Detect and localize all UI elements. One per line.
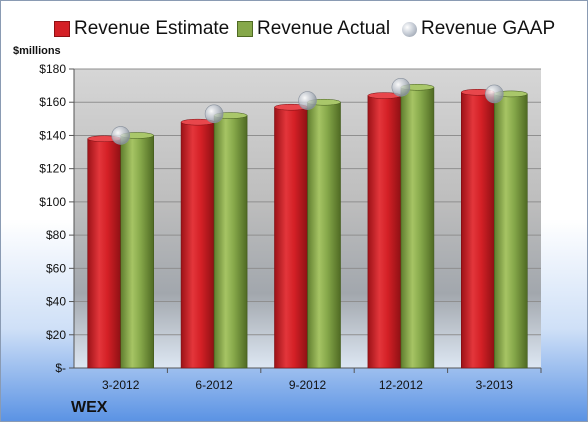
y-tick-label: $80	[46, 228, 66, 242]
bar-revenue-estimate	[367, 95, 402, 369]
x-tick-label: 3-2012	[102, 378, 140, 392]
x-tick-label: 12-2012	[379, 378, 423, 392]
x-tick-label: 9-2012	[289, 378, 327, 392]
y-unit-label: $millions	[13, 45, 61, 57]
y-tick-label: $40	[46, 295, 66, 309]
y-tick-label: $20	[46, 328, 66, 342]
legend-swatch-gaap	[402, 21, 417, 37]
marker-revenue-gaap	[204, 104, 224, 124]
marker-revenue-gaap	[391, 77, 411, 97]
legend-label-actual: Revenue Actual	[257, 18, 391, 39]
legend-item-estimate: Revenue Estimate	[54, 15, 229, 43]
y-axis-ticks: $- $20 $40 $60 $80 $100 $120 $140 $160 $180	[39, 62, 75, 375]
marker-revenue-gaap	[111, 126, 130, 145]
legend-item-gaap: Revenue GAAP	[402, 15, 555, 43]
bars	[87, 84, 528, 369]
legend-swatch-actual	[237, 21, 253, 37]
y-tick-label: $120	[39, 162, 66, 176]
y-tick-label: $180	[39, 62, 66, 76]
bar-revenue-estimate	[460, 91, 495, 369]
legend-item-actual: Revenue Actual	[237, 15, 390, 43]
legend-label-estimate: Revenue Estimate	[74, 18, 230, 39]
bar-revenue-actual	[400, 86, 435, 369]
x-tick-label: 6-2012	[195, 378, 233, 392]
legend: Revenue Estimate Revenue Actual Revenue …	[1, 15, 588, 45]
bar-revenue-estimate	[87, 138, 121, 369]
legend-swatch-estimate	[54, 21, 70, 37]
bar-revenue-actual	[493, 93, 528, 369]
bar-revenue-estimate	[274, 106, 308, 369]
y-tick-label: $100	[39, 195, 66, 209]
marker-revenue-gaap	[298, 91, 317, 110]
x-tick-label: 3-2013	[476, 378, 514, 392]
marker-revenue-gaap	[484, 84, 504, 104]
y-tick-label: $-	[55, 361, 66, 375]
bar-revenue-actual	[307, 101, 341, 369]
bar-revenue-actual	[213, 115, 248, 369]
y-tick-label: $160	[39, 95, 66, 109]
company-label: WEX	[71, 399, 108, 416]
gaap-markers	[111, 77, 504, 145]
legend-label-gaap: Revenue GAAP	[421, 18, 556, 39]
y-tick-label: $60	[46, 261, 66, 275]
bar-revenue-estimate	[180, 121, 215, 369]
y-tick-label: $140	[39, 128, 66, 142]
bar-revenue-actual	[120, 135, 154, 369]
x-axis-ticks: 3-2012 6-2012 9-2012 12-2012 3-2013	[102, 368, 542, 392]
